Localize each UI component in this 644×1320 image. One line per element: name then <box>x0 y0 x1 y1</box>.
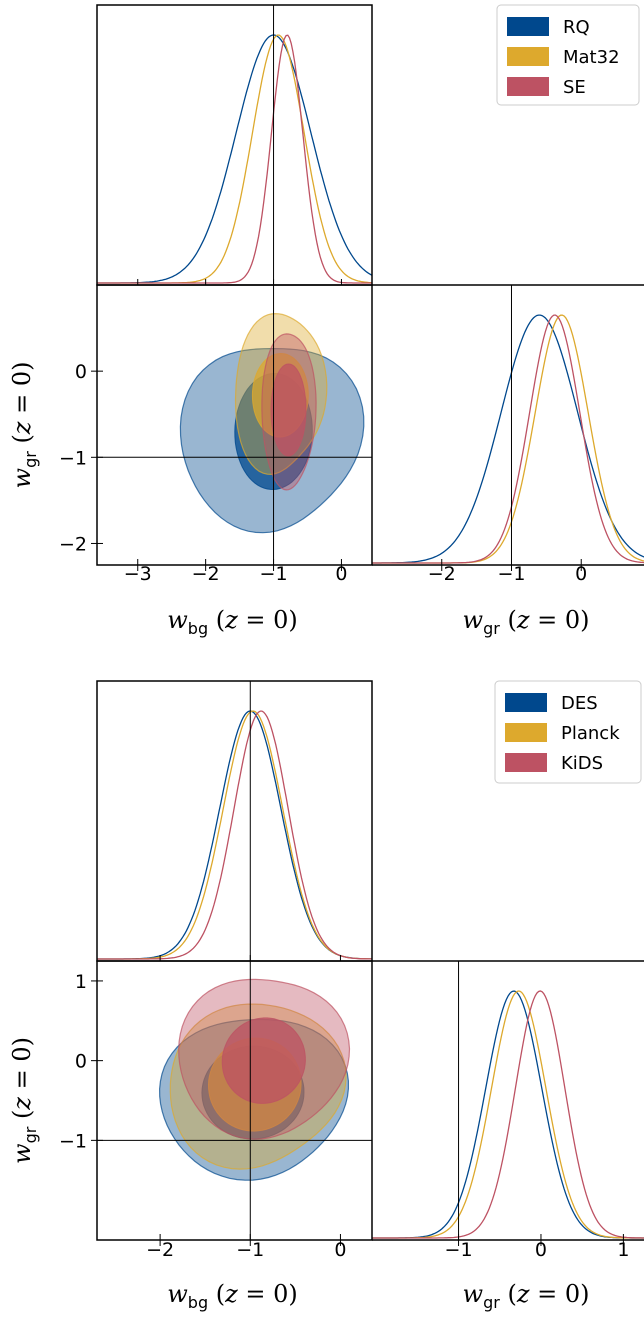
legend-label-mat32: Mat32 <box>563 47 620 68</box>
legend-swatch-rq <box>507 17 549 36</box>
legend-swatch-kids <box>505 753 547 772</box>
legend-label-kids: KiDS <box>561 753 603 774</box>
marginal-wbg-des <box>97 710 372 960</box>
x-tick-label-wbg: −1 <box>236 1239 264 1261</box>
panel-lower-frame <box>96 284 373 566</box>
x-tick-label-wbg: 0 <box>334 1239 346 1261</box>
x-tick-label-wgr: −1 <box>445 1239 473 1261</box>
panel-top-frame <box>96 4 373 286</box>
contour-inner-se <box>270 363 307 457</box>
legend-label-rq: RQ <box>563 17 590 38</box>
x-tick-label-wgr: −1 <box>497 563 525 585</box>
legend-swatch-mat32 <box>507 47 549 66</box>
legend-swatch-se <box>507 77 549 96</box>
x-tick-label-wbg: −1 <box>260 563 288 585</box>
marginal-wgr-se <box>372 314 644 564</box>
marginal-wbg-se <box>97 34 372 284</box>
marginal-wgr-kids <box>372 990 644 1239</box>
contour-inner-kids <box>221 1017 306 1104</box>
legend-label-planck: Planck <box>561 723 620 744</box>
x-axis-label-wbg: wbg (z = 0) <box>167 606 298 638</box>
marginal-wgr-des <box>372 990 644 1239</box>
x-tick-label-wbg: −2 <box>146 1239 174 1261</box>
x-tick-label-wbg: −3 <box>124 563 152 585</box>
x-tick-label-wgr: 0 <box>535 1239 547 1261</box>
legend: DES Planck KiDS <box>494 680 642 784</box>
x-tick-label-wgr: 1 <box>617 1239 629 1261</box>
x-axis-label-wgr: wgr (z = 0) <box>463 606 590 638</box>
marginal-wgr-rq <box>372 314 644 564</box>
x-tick-label-wbg: −2 <box>192 563 220 585</box>
legend-swatch-des <box>505 693 547 712</box>
y-tick-label-wgr: 0 <box>75 1051 87 1073</box>
corner-plot-1: −3 −2 −1 0 0 −1 −2 −2 −1 0 wbg (z = 0) wgr (z = 0) w… <box>8 4 644 638</box>
y-tick-label-wgr: −1 <box>59 447 87 469</box>
legend-swatch-planck <box>505 723 547 742</box>
legend-label-se: SE <box>563 77 586 98</box>
y-tick-label-wgr: −2 <box>59 533 87 555</box>
x-tick-label-wbg: 0 <box>335 563 347 585</box>
x-axis-label-wbg: wbg (z = 0) <box>167 1280 298 1312</box>
marginal-wbg-rq <box>97 34 373 284</box>
panel-lower-frame <box>96 960 373 1241</box>
y-tick-label-wgr: −1 <box>59 1130 87 1152</box>
x-axis-label-wgr: wgr (z = 0) <box>463 1280 590 1312</box>
legend-label-des: DES <box>561 693 598 714</box>
x-tick-label-wgr: 0 <box>575 563 587 585</box>
corner-plot-2: −2 −1 0 1 0 −1 −1 0 1 wbg (z = 0) wgr (z = 0) wgr (… <box>8 680 644 1312</box>
legend: RQ Mat32 SE <box>496 4 640 106</box>
contour-group <box>158 978 351 1181</box>
y-tick-label-wgr: 0 <box>75 361 87 383</box>
marginal-wbg-planck <box>97 710 372 960</box>
y-axis-label-wgr: wgr (z = 0) <box>8 1037 40 1164</box>
contour-group <box>179 312 365 534</box>
y-axis-label-wgr: wgr (z = 0) <box>8 362 40 489</box>
marginal-wbg-kids <box>97 710 372 960</box>
marginal-wbg-mat32 <box>97 34 373 284</box>
panel-top-frame <box>96 680 373 962</box>
marginal-wgr-planck <box>372 990 644 1239</box>
y-tick-label-wgr: 1 <box>75 971 87 993</box>
x-tick-label-wgr: −2 <box>428 563 456 585</box>
